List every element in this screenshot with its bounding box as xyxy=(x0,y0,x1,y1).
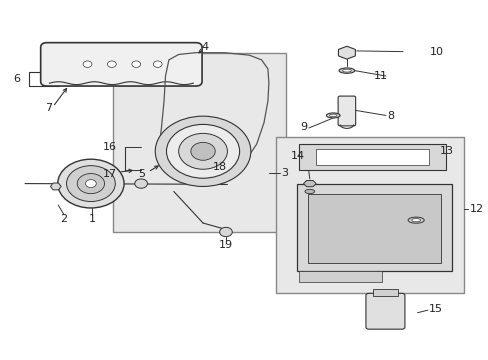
Polygon shape xyxy=(338,46,355,59)
Text: 8: 8 xyxy=(386,111,394,121)
Ellipse shape xyxy=(342,69,350,72)
FancyBboxPatch shape xyxy=(315,149,428,165)
Circle shape xyxy=(135,179,147,188)
FancyBboxPatch shape xyxy=(41,42,202,86)
FancyBboxPatch shape xyxy=(337,96,355,126)
FancyBboxPatch shape xyxy=(365,293,404,329)
Ellipse shape xyxy=(411,219,420,222)
Ellipse shape xyxy=(338,68,354,73)
FancyBboxPatch shape xyxy=(113,53,285,232)
Text: 10: 10 xyxy=(429,46,443,57)
Text: 6: 6 xyxy=(13,74,20,84)
Circle shape xyxy=(85,180,96,188)
FancyBboxPatch shape xyxy=(372,289,397,296)
Circle shape xyxy=(83,61,92,67)
Ellipse shape xyxy=(326,113,339,118)
Circle shape xyxy=(190,142,215,160)
Text: 1: 1 xyxy=(89,214,96,224)
Text: 17: 17 xyxy=(102,168,117,179)
Text: 16: 16 xyxy=(102,142,117,152)
Polygon shape xyxy=(50,183,61,190)
Circle shape xyxy=(77,174,104,194)
Circle shape xyxy=(155,116,250,186)
Text: 13: 13 xyxy=(439,146,452,156)
Text: 14: 14 xyxy=(291,150,305,161)
FancyBboxPatch shape xyxy=(298,271,382,282)
Circle shape xyxy=(219,227,232,237)
Text: 3: 3 xyxy=(281,168,287,178)
Text: 19: 19 xyxy=(219,239,233,249)
Ellipse shape xyxy=(305,189,314,194)
Circle shape xyxy=(66,166,115,202)
Ellipse shape xyxy=(407,217,423,223)
Text: 15: 15 xyxy=(428,304,442,314)
Polygon shape xyxy=(303,180,316,187)
Circle shape xyxy=(132,61,141,67)
Text: 12: 12 xyxy=(469,204,483,214)
Text: 7: 7 xyxy=(45,103,53,113)
Circle shape xyxy=(166,125,239,178)
Circle shape xyxy=(107,61,116,67)
Text: 11: 11 xyxy=(373,71,387,81)
FancyBboxPatch shape xyxy=(297,184,451,271)
Text: 5: 5 xyxy=(138,168,145,179)
Ellipse shape xyxy=(329,114,336,117)
FancyBboxPatch shape xyxy=(299,144,445,170)
Circle shape xyxy=(58,159,124,208)
FancyBboxPatch shape xyxy=(307,194,440,263)
Circle shape xyxy=(178,134,227,169)
Text: 9: 9 xyxy=(299,122,306,132)
Text: 2: 2 xyxy=(61,214,67,224)
Text: 18: 18 xyxy=(213,162,227,172)
Circle shape xyxy=(153,61,162,67)
FancyBboxPatch shape xyxy=(276,137,463,293)
Text: 4: 4 xyxy=(201,42,208,51)
